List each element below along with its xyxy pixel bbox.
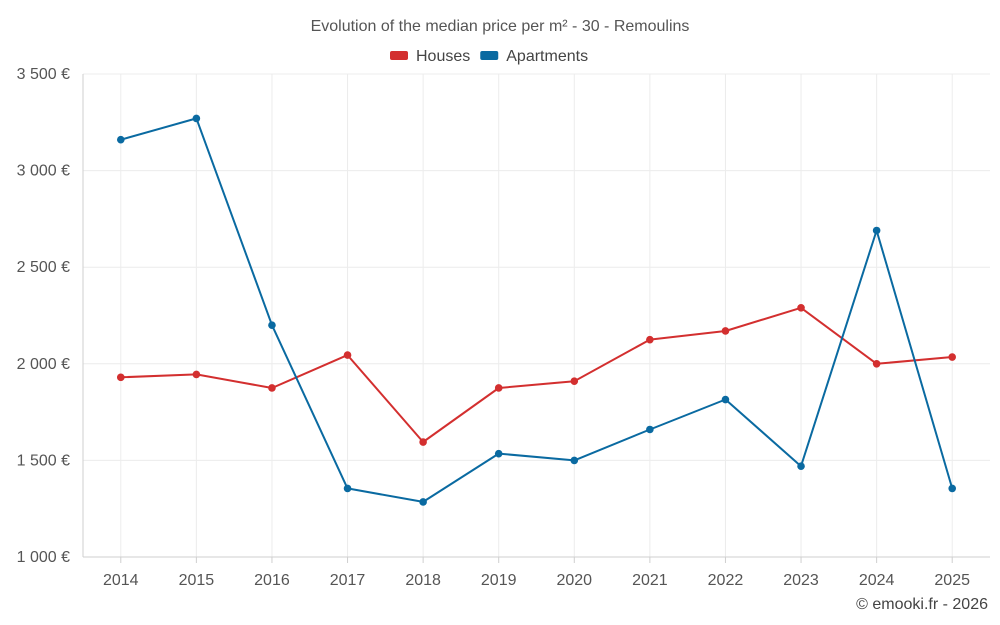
- data-point-houses[interactable]: [268, 384, 276, 392]
- data-point-apartments[interactable]: [268, 321, 276, 329]
- data-point-houses[interactable]: [419, 438, 427, 446]
- data-point-houses[interactable]: [116, 373, 125, 382]
- data-point-apartments[interactable]: [343, 484, 352, 493]
- data-point-houses[interactable]: [872, 360, 881, 368]
- x-tick-label: 2021: [632, 572, 668, 589]
- series-layer: [116, 114, 957, 506]
- data-point-houses[interactable]: [570, 377, 579, 385]
- legend-label-apartments[interactable]: Apartments: [506, 48, 588, 65]
- y-tick-label: 3 000 €: [17, 163, 70, 180]
- axes: 1 000 € 1 500 € 2 000 € 2 500 € 3 000 € 3 500…: [17, 66, 990, 589]
- data-point-houses[interactable]: [948, 353, 957, 361]
- data-point-houses[interactable]: [343, 351, 352, 359]
- x-tick-label: 2018: [405, 572, 441, 589]
- x-tick-label: 2024: [859, 572, 895, 589]
- data-point-apartments[interactable]: [872, 226, 881, 235]
- x-tick-label: 2019: [481, 572, 517, 589]
- data-point-houses[interactable]: [797, 303, 805, 312]
- credit-text: © emooki.fr - 2026: [856, 596, 988, 613]
- grid: [83, 73, 990, 557]
- legend-swatch-houses: [390, 51, 408, 60]
- y-tick-label: 3 500 €: [17, 66, 70, 83]
- x-tick-label: 2015: [179, 572, 215, 589]
- data-point-apartments[interactable]: [646, 425, 654, 434]
- data-point-apartments[interactable]: [116, 135, 125, 144]
- x-tick-label: 2023: [783, 572, 819, 589]
- x-tick-label: 2020: [556, 572, 592, 589]
- y-tick-label: 2 000 €: [17, 356, 70, 373]
- data-point-apartments[interactable]: [948, 484, 957, 493]
- legend-swatch-apartments: [480, 51, 499, 60]
- y-tick-label: 1 500 €: [17, 452, 70, 469]
- series-line-houses: [120, 306, 953, 443]
- data-point-apartments[interactable]: [494, 449, 503, 458]
- chart-title: Evolution of the median price per m² - 3…: [311, 18, 690, 35]
- data-point-apartments[interactable]: [570, 456, 579, 465]
- y-tick-label: 2 500 €: [17, 259, 70, 276]
- x-tick-label: 2017: [330, 572, 366, 589]
- data-point-houses[interactable]: [494, 384, 503, 392]
- data-point-houses[interactable]: [646, 335, 654, 344]
- y-tick-label: 1 000 €: [17, 549, 70, 566]
- data-point-apartments[interactable]: [721, 395, 730, 404]
- data-point-houses[interactable]: [721, 327, 730, 335]
- series-line-apartments: [120, 117, 954, 503]
- legend: Houses Apartments: [390, 48, 588, 65]
- x-tick-label: 2014: [103, 572, 139, 589]
- x-tick-label: 2025: [934, 572, 970, 589]
- data-point-houses[interactable]: [192, 370, 201, 379]
- data-point-apartments[interactable]: [192, 114, 201, 123]
- data-point-apartments[interactable]: [797, 462, 805, 470]
- data-point-apartments[interactable]: [419, 498, 427, 506]
- x-tick-label: 2022: [708, 572, 744, 589]
- x-tick-label: 2016: [254, 572, 290, 589]
- legend-label-houses[interactable]: Houses: [416, 48, 470, 65]
